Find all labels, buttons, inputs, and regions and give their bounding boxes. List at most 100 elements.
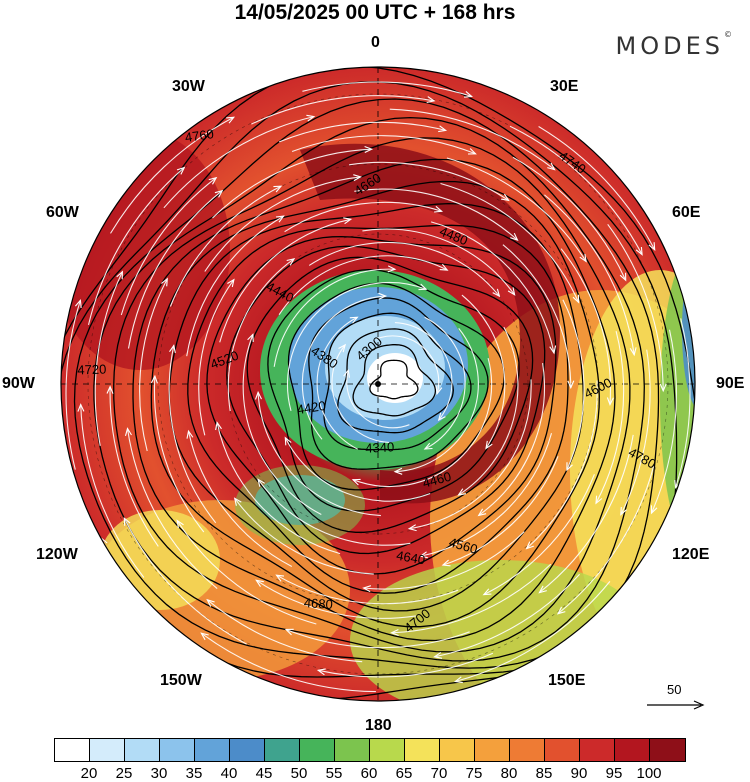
contour-line bbox=[287, 282, 505, 491]
contour-label: 4680 bbox=[303, 595, 333, 612]
wind-streamline bbox=[607, 223, 664, 391]
wind-arrowhead bbox=[437, 412, 446, 422]
wind-streamline bbox=[273, 268, 396, 367]
lon-label-60e: 60E bbox=[672, 204, 701, 221]
wind-arrowhead bbox=[547, 162, 556, 171]
wind-arrowhead bbox=[439, 263, 449, 271]
contour-line bbox=[337, 328, 454, 434]
wind-streamline bbox=[123, 517, 247, 645]
wind-streamline bbox=[251, 95, 435, 125]
wind-streamline bbox=[110, 116, 235, 234]
wind-arrowhead bbox=[150, 374, 158, 384]
wind-streamline bbox=[163, 116, 315, 209]
wind-streamline bbox=[120, 177, 217, 316]
latitude-circle bbox=[87, 93, 669, 675]
wind-arrowhead bbox=[549, 345, 557, 355]
wind-streamline bbox=[363, 531, 525, 590]
wind-arrowhead bbox=[106, 385, 114, 394]
wind-streamline bbox=[346, 370, 410, 429]
contour-line bbox=[323, 312, 472, 451]
wind-arrowhead bbox=[206, 598, 215, 607]
wind-scale-arrow-icon bbox=[647, 700, 705, 710]
wind-arrowhead bbox=[567, 380, 575, 390]
wind-streamline bbox=[440, 182, 580, 303]
colorbar-swatch bbox=[90, 739, 125, 761]
contour-label: 4720 bbox=[77, 362, 106, 378]
wind-arrowhead bbox=[254, 390, 262, 400]
contour-label: 4420 bbox=[296, 398, 327, 417]
wind-streamline bbox=[257, 392, 381, 517]
wind-streamline bbox=[276, 574, 459, 605]
colorbar-label: 85 bbox=[535, 765, 553, 782]
wind-streamline bbox=[620, 349, 651, 515]
field-sector-east-green bbox=[660, 240, 695, 560]
wind-streamline bbox=[65, 300, 81, 470]
wind-streamline bbox=[198, 279, 235, 436]
wind-arrowhead bbox=[482, 588, 492, 596]
wind-arrowhead bbox=[426, 96, 436, 104]
wind-streamline bbox=[206, 599, 363, 663]
wind-arrowhead bbox=[275, 215, 285, 223]
colorbar-swatch bbox=[370, 739, 405, 761]
wind-streamline bbox=[544, 194, 635, 355]
wind-streamline bbox=[349, 161, 509, 201]
wind-arrowhead bbox=[74, 298, 82, 308]
wind-arrowhead bbox=[434, 205, 444, 213]
wind-streamlines bbox=[65, 81, 691, 701]
wind-streamline bbox=[87, 167, 185, 326]
contour-line bbox=[246, 256, 534, 533]
wind-arrowhead bbox=[457, 488, 467, 496]
contour-line bbox=[73, 98, 660, 669]
wind-streamline bbox=[526, 380, 598, 550]
wind-arrowhead bbox=[275, 574, 285, 582]
wind-streamline bbox=[446, 157, 587, 262]
wind-streamline bbox=[227, 258, 295, 412]
wind-arrowhead bbox=[255, 579, 264, 588]
wind-streamline bbox=[216, 422, 341, 555]
wind-streamline bbox=[234, 497, 374, 575]
wind-streamline bbox=[308, 241, 500, 297]
wind-streamline bbox=[219, 218, 351, 343]
wind-streamline bbox=[285, 628, 470, 649]
colorbar-label: 100 bbox=[636, 765, 662, 782]
wind-streamline bbox=[301, 295, 386, 440]
wind-arrowhead bbox=[161, 277, 168, 287]
colorbar-swatch bbox=[545, 739, 580, 761]
wind-streamline bbox=[391, 563, 552, 634]
wind-streamline bbox=[352, 357, 493, 487]
colorbar bbox=[54, 738, 686, 762]
colorbar-label: 65 bbox=[395, 765, 413, 782]
contour-line bbox=[369, 359, 419, 400]
wind-arrowhead bbox=[349, 316, 359, 324]
wind-streamline bbox=[242, 334, 322, 515]
wind-arrowhead bbox=[227, 278, 235, 288]
wind-arrowhead bbox=[659, 383, 667, 393]
wind-streamline bbox=[94, 271, 123, 446]
lon-label-90w: 90W bbox=[2, 375, 35, 392]
contour-label: 4460 bbox=[421, 469, 453, 491]
wind-streamline bbox=[442, 456, 559, 566]
copyright-mark: © bbox=[724, 30, 732, 39]
wind-arrowhead bbox=[501, 193, 510, 202]
wind-streamline bbox=[127, 190, 223, 349]
colorbar-swatch bbox=[650, 739, 685, 761]
colorbar-label: 75 bbox=[465, 765, 483, 782]
brand-name: MODES bbox=[615, 32, 724, 60]
wind-streamline bbox=[434, 573, 581, 658]
field-jet-core bbox=[300, 143, 560, 504]
wind-streamline bbox=[562, 299, 585, 471]
colorbar-label: 40 bbox=[220, 765, 238, 782]
wind-streamline bbox=[539, 434, 634, 594]
wind-arrowhead bbox=[123, 516, 131, 526]
wind-arrowhead bbox=[286, 257, 296, 266]
wind-arrowhead bbox=[538, 585, 547, 594]
wind-arrowhead bbox=[282, 690, 292, 698]
contour-line bbox=[352, 344, 437, 417]
colorbar-label: 35 bbox=[185, 765, 203, 782]
wind-streamline bbox=[409, 379, 532, 530]
contour-line bbox=[132, 158, 616, 642]
contour-line bbox=[113, 137, 631, 653]
wind-streamline bbox=[502, 244, 572, 388]
colorbar-label: 20 bbox=[80, 765, 98, 782]
wind-arrowhead bbox=[116, 270, 123, 280]
